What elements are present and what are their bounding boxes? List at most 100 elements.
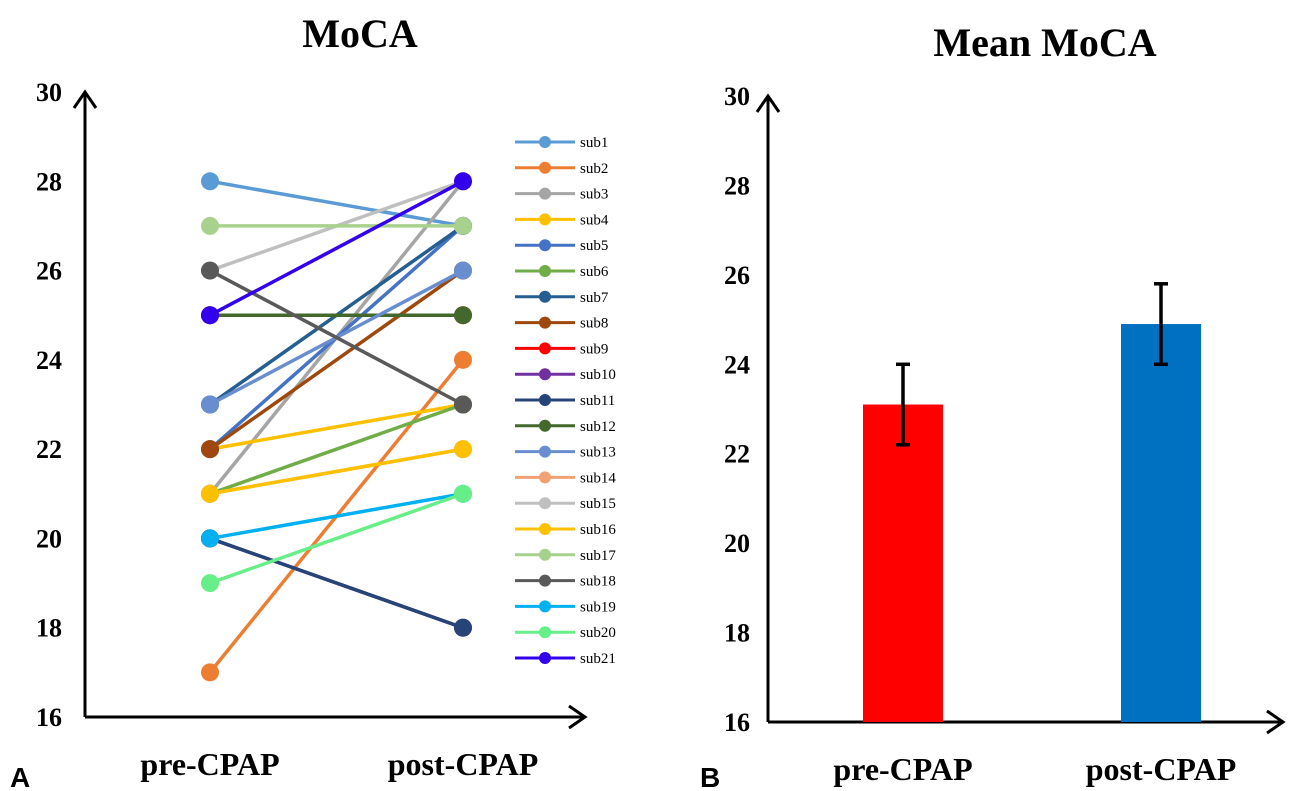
legend: sub1 sub2 sub3 sub4 sub5 sub6 sub7 sub8 sub9 sub1…: [515, 135, 616, 667]
chart-title: Mean MoCA: [933, 20, 1156, 65]
legend-item: sub5: [515, 238, 608, 254]
x-category-label: pre-CPAP: [140, 746, 279, 782]
y-tick-label: 18: [36, 614, 62, 643]
legend-swatch-marker: [539, 419, 551, 432]
data-point: [454, 395, 472, 414]
legend-item: sub17: [515, 548, 616, 564]
series-line: [209, 447, 464, 496]
legend-item: sub6: [515, 264, 609, 280]
series-line: [209, 492, 464, 541]
series-sub18: [201, 261, 472, 414]
series-sub16: [201, 440, 472, 503]
series-line: [209, 492, 464, 585]
y-tick-label: 18: [724, 619, 750, 648]
legend-label: sub7: [580, 290, 609, 306]
data-point: [201, 663, 219, 682]
legend-swatch-marker: [539, 290, 551, 303]
x-category-label: post-CPAP: [1086, 751, 1237, 787]
legend-label: sub21: [580, 651, 616, 667]
x-category-labels: pre-CPAP post-CPAP: [140, 746, 538, 782]
series-sub12: [201, 306, 472, 325]
data-point: [201, 306, 219, 325]
y-tick-label: 28: [36, 167, 62, 196]
legend-item: sub21: [515, 651, 616, 667]
y-tick-label: 16: [724, 708, 750, 737]
legend-swatch-marker: [539, 600, 551, 613]
y-tick-label: 26: [36, 257, 62, 286]
y-tick-label: 22: [36, 435, 62, 464]
legend-swatch-marker: [539, 574, 551, 587]
y-tick-label: 20: [36, 524, 62, 553]
y-tick-labels: 16 18 20 22 24 26 28 30: [724, 82, 750, 737]
legend-label: sub10: [580, 367, 616, 383]
legend-item: sub9: [515, 341, 608, 357]
y-tick-label: 22: [724, 440, 750, 469]
legend-label: sub17: [580, 548, 616, 564]
series-line: [209, 402, 464, 451]
data-point: [201, 216, 219, 235]
legend-item: sub18: [515, 574, 616, 590]
data-point: [201, 172, 219, 191]
legend-swatch-marker: [539, 239, 551, 252]
series-line: [209, 179, 464, 228]
y-tick-label: 30: [36, 78, 62, 107]
data-point: [454, 306, 472, 325]
legend-swatch-marker: [539, 265, 551, 277]
legend-label: sub14: [580, 470, 616, 486]
bar-post-CPAP: [1121, 282, 1201, 722]
legend-item: sub3: [515, 187, 608, 203]
y-axis-arrow: [755, 93, 781, 113]
y-tick-label: 20: [724, 529, 750, 558]
y-tick-label: 26: [724, 261, 750, 290]
legend-item: sub4: [515, 212, 609, 228]
legend-item: sub13: [515, 445, 616, 461]
legend-label: sub11: [580, 393, 615, 409]
legend-item: sub15: [515, 496, 616, 512]
legend-swatch-marker: [539, 213, 551, 226]
legend-label: sub16: [580, 522, 616, 538]
series-line: [209, 536, 464, 630]
legend-label: sub3: [580, 187, 608, 203]
chart-axes: [72, 89, 588, 730]
panel-label-b: B: [700, 762, 720, 791]
data-point: [201, 261, 219, 280]
series-sub11: [201, 529, 472, 637]
legend-swatch-marker: [539, 316, 551, 329]
legend-label: sub18: [580, 574, 616, 590]
bar: [1121, 324, 1201, 722]
bars: [863, 282, 1201, 722]
legend-label: sub9: [580, 341, 608, 357]
legend-swatch-marker: [539, 394, 551, 406]
data-point: [454, 261, 472, 280]
y-axis-arrow: [72, 89, 98, 109]
legend-swatch-marker: [539, 652, 551, 664]
legend-swatch-marker: [539, 523, 551, 535]
legend-item: sub10: [515, 367, 616, 383]
x-category-label: post-CPAP: [388, 746, 539, 782]
y-tick-label: 30: [724, 82, 750, 111]
legend-label: sub6: [580, 264, 609, 280]
legend-item: sub8: [515, 316, 608, 332]
data-point: [201, 440, 219, 459]
legend-item: sub1: [515, 135, 608, 151]
bar: [863, 404, 943, 722]
legend-label: sub20: [580, 625, 616, 641]
legend-label: sub8: [580, 316, 608, 332]
series-sub20: [201, 484, 472, 593]
data-point: [454, 484, 472, 503]
y-tick-label: 28: [724, 171, 750, 200]
chart-title: MoCA: [302, 11, 418, 56]
series-sub8: [201, 261, 472, 459]
chart-axes: [755, 93, 1286, 735]
legend-swatch-marker: [539, 368, 551, 381]
data-point: [454, 618, 472, 637]
legend-item: sub11: [515, 393, 615, 409]
data-point: [454, 216, 472, 235]
legend-swatch-marker: [539, 136, 551, 148]
data-point: [201, 484, 219, 503]
legend-label: sub5: [580, 238, 608, 254]
x-category-labels: pre-CPAP post-CPAP: [833, 751, 1236, 787]
legend-item: sub7: [515, 290, 609, 306]
